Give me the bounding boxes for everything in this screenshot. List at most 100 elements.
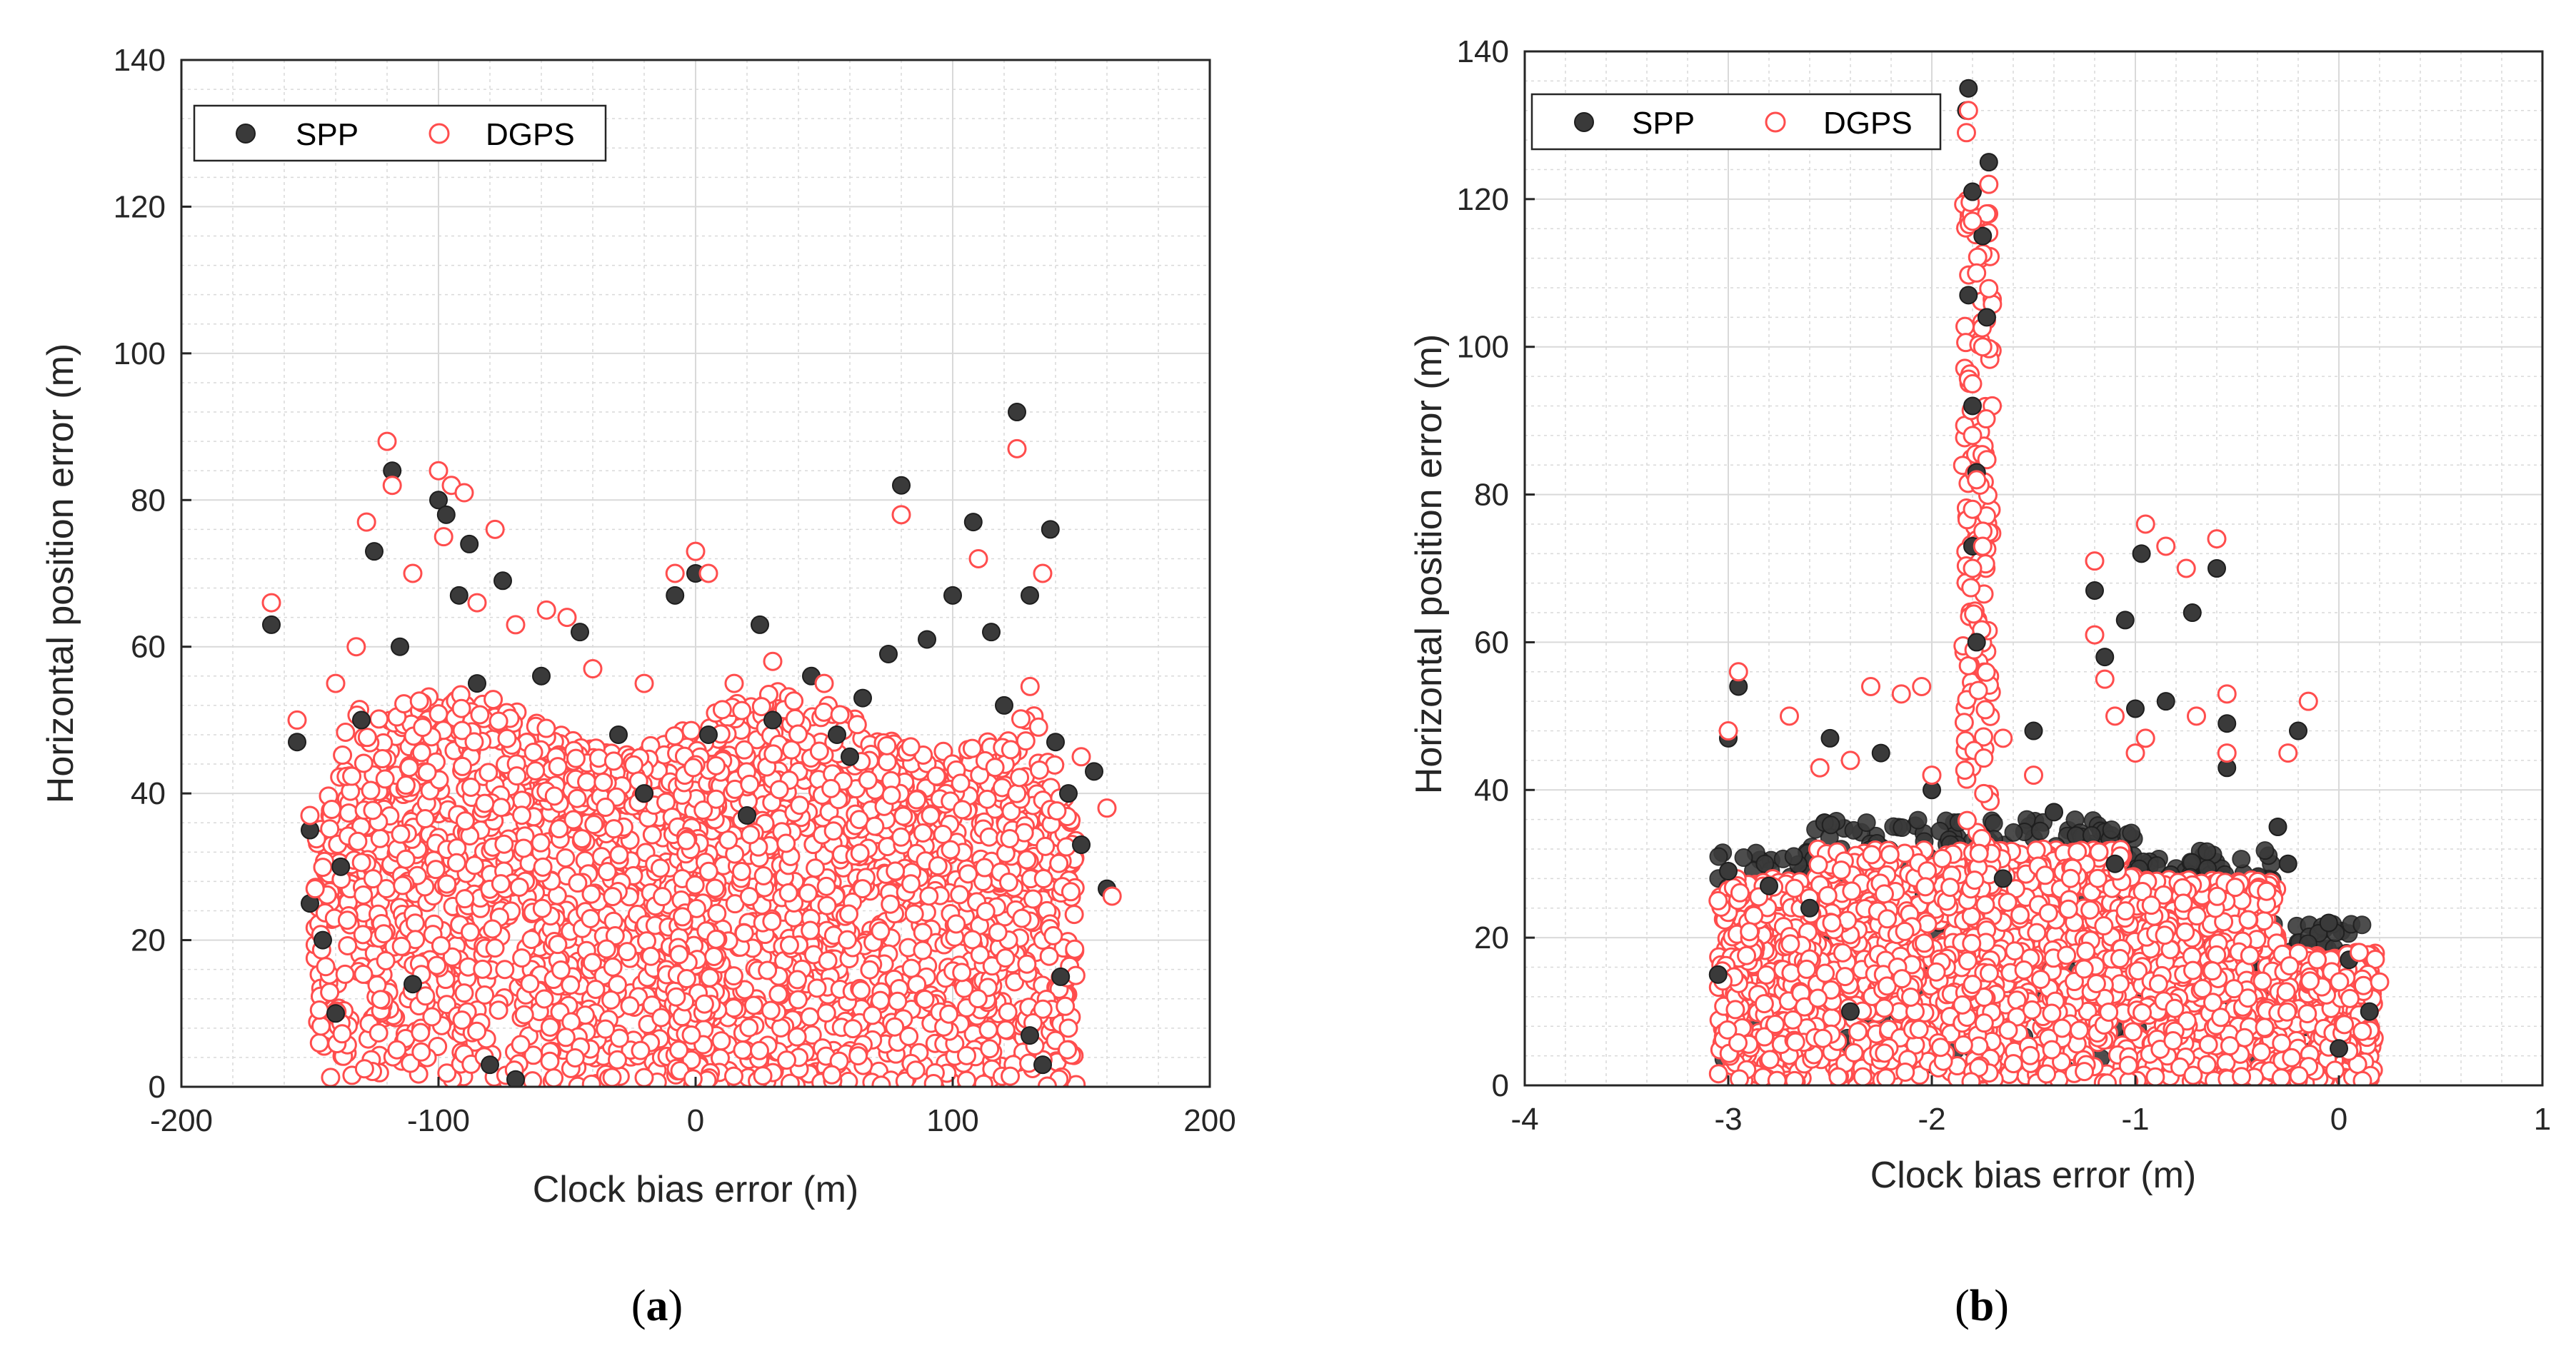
dgps-point — [411, 1023, 431, 1043]
dgps-point — [623, 755, 643, 775]
dgps-point — [332, 1024, 352, 1044]
dgps-point — [985, 758, 1005, 778]
dgps-point — [837, 930, 857, 950]
spp-point — [2030, 821, 2050, 840]
dgps-point — [354, 964, 374, 984]
spp-point — [1021, 1026, 1039, 1045]
dgps-point — [1017, 954, 1037, 974]
dgps-point — [634, 1068, 654, 1087]
dgps-point — [316, 957, 336, 977]
dgps-point — [475, 793, 495, 813]
dgps-point — [609, 845, 629, 865]
spp-point — [2255, 841, 2275, 860]
dgps-point — [956, 1045, 976, 1065]
dgps-point — [739, 1018, 759, 1038]
dgps-point — [399, 758, 419, 778]
dgps-point — [913, 940, 933, 960]
dgps-point — [581, 1074, 601, 1087]
dgps-point — [863, 1005, 883, 1025]
dgps-point — [724, 673, 744, 693]
spp-point — [1709, 847, 1728, 866]
dgps-point — [512, 948, 532, 968]
dgps-point — [394, 694, 414, 714]
dgps-point — [533, 857, 553, 877]
dgps-point — [581, 884, 601, 904]
dgps-point — [361, 780, 381, 800]
dgps-point — [665, 726, 685, 746]
dgps-point — [731, 861, 751, 881]
dgps-point — [928, 856, 948, 876]
dgps-point — [1058, 1040, 1078, 1060]
dgps-point — [437, 874, 457, 894]
dgps-point — [958, 864, 978, 884]
spp-point — [352, 710, 371, 730]
dgps-point — [816, 876, 836, 896]
dgps-point — [603, 957, 623, 977]
dgps-point — [686, 898, 706, 918]
dgps-point — [491, 798, 511, 818]
dgps-point — [586, 979, 606, 999]
dgps-point — [953, 800, 973, 820]
dgps-point — [904, 904, 924, 924]
spp-point — [2352, 915, 2372, 935]
dgps-point — [526, 760, 546, 780]
dgps-point — [823, 821, 843, 841]
dgps-point — [807, 978, 827, 998]
dgps-point — [998, 1002, 1018, 1022]
dgps-point — [851, 980, 871, 1000]
legend-marker-dgps-a — [429, 123, 450, 144]
dgps-point — [821, 778, 841, 798]
spp-point — [1046, 733, 1065, 752]
dgps-point — [891, 827, 911, 847]
dgps-point — [681, 720, 701, 740]
scatter-cloud-b — [1708, 190, 2385, 1085]
dgps-point — [369, 1023, 389, 1043]
dgps-point — [565, 1048, 585, 1068]
dgps-point — [698, 861, 718, 881]
spp-point — [391, 637, 409, 656]
dgps-point — [806, 858, 826, 878]
dgps-point — [975, 858, 995, 878]
dgps-point — [923, 1074, 943, 1087]
dgps-point — [858, 770, 878, 790]
dgps-point — [377, 431, 397, 451]
dgps-point — [596, 939, 616, 959]
spp-point — [1072, 835, 1091, 855]
dgps-point — [973, 1074, 993, 1087]
dgps-point — [495, 960, 515, 980]
dgps-point — [548, 757, 568, 777]
dgps-point — [1033, 563, 1053, 583]
dgps-point — [901, 958, 921, 978]
dgps-point — [566, 748, 586, 768]
dgps-point — [1049, 853, 1069, 873]
dgps-point — [593, 773, 613, 793]
dgps-point — [723, 998, 743, 1018]
dgps-point — [411, 743, 431, 763]
dgps-point — [768, 984, 788, 1004]
dgps-point — [1039, 946, 1059, 966]
dgps-point — [968, 548, 988, 568]
y-tick-label: 140 — [114, 43, 166, 78]
dgps-point — [581, 908, 601, 928]
y-tick-label: 0 — [149, 1070, 166, 1105]
dgps-point — [788, 724, 808, 744]
dgps-point — [427, 955, 447, 975]
dgps-point — [996, 1020, 1016, 1040]
dgps-point — [666, 987, 686, 1007]
dgps-point — [370, 828, 390, 848]
dgps-point — [557, 608, 577, 628]
dgps-point — [563, 810, 583, 830]
spp-point — [481, 1055, 499, 1075]
dgps-point — [551, 960, 571, 980]
dgps-point — [396, 849, 416, 869]
spp-point — [2004, 823, 2023, 842]
dgps-point — [950, 885, 970, 905]
dgps-point — [733, 1040, 753, 1060]
dgps-point — [354, 753, 374, 773]
dgps-point — [734, 923, 754, 943]
spp-point — [2232, 850, 2251, 869]
dgps-point — [734, 740, 754, 760]
dgps-point — [977, 789, 997, 809]
dgps-point — [913, 823, 933, 843]
